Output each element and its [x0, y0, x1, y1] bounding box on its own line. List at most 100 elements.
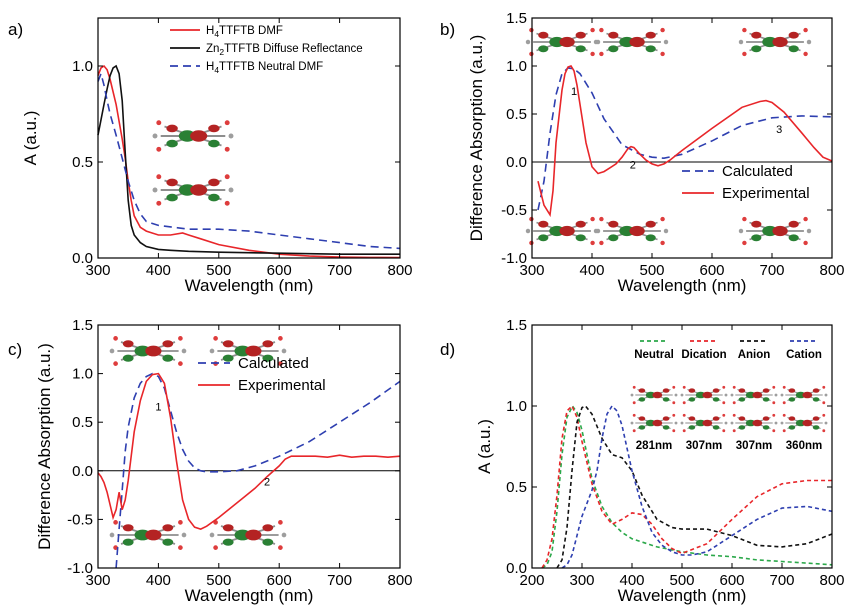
wavelength-label-4: 360nm: [786, 440, 822, 452]
legend-label-1: Calculated: [238, 355, 309, 372]
molecule-orbital-icon-1: [630, 385, 678, 405]
plot-frame: [97, 17, 401, 259]
peak-annotation-3: 3: [776, 124, 782, 136]
series-line-1: [541, 404, 833, 569]
molecule-orbital-icon-2: [209, 336, 287, 366]
molecule-orbital-icon-3: [738, 27, 812, 57]
y-tick-label: -0.5: [67, 511, 93, 528]
y-tick-label: 0.5: [506, 106, 527, 123]
x-tick-label: 400: [619, 572, 644, 589]
molecule-insets: [152, 120, 234, 206]
molecule-orbital-icon-1: [525, 27, 599, 57]
y-tick-label: -0.5: [501, 202, 527, 219]
x-tick-label: 800: [387, 262, 412, 279]
x-tick-label: 500: [669, 572, 694, 589]
molecule-orbital-icon-6: [738, 216, 812, 246]
legend-label-2: Experimental: [722, 185, 810, 202]
series-line-3: [556, 405, 833, 569]
x-tick-label: 500: [206, 572, 231, 589]
legend-label-2: Dication: [681, 349, 726, 361]
peak-annotation-2: 2: [264, 476, 270, 488]
x-tick-label: 800: [819, 262, 844, 279]
y-tick-label: 0.0: [506, 560, 527, 577]
chart-panel-4: d) 200 300 400 500 600 700 800 0.0 0.5 1.0 1.5 Wavel…: [440, 317, 845, 605]
x-tick-label: 500: [206, 262, 231, 279]
x-tick-label: 300: [85, 572, 110, 589]
molecule-insets: [109, 336, 287, 550]
y-axis-title: Difference Absorption (a.u.): [35, 343, 54, 550]
legend-label-3: H4TTFTB Neutral DMF: [206, 61, 323, 75]
y-tick-label: 1.5: [506, 10, 527, 27]
series-line-1: [97, 64, 401, 259]
legend: Neutral Dication Anion Cation 281nm 307nm 307n…: [634, 340, 822, 452]
series-line-2: [97, 372, 401, 530]
x-tick-label: 700: [769, 572, 794, 589]
x-axis-title: Wavelength (nm): [618, 586, 747, 605]
x-tick-label: 400: [146, 572, 171, 589]
panel-label: b): [440, 20, 455, 39]
y-tick-label: 0.0: [72, 463, 93, 480]
y-tick-label: 0.5: [72, 154, 93, 171]
molecule-orbital-icon-3: [109, 520, 187, 550]
y-tick-label: -1.0: [501, 250, 527, 267]
legend-label-3: Anion: [738, 349, 771, 361]
legend: H4TTFTB DMF Zn2TTFTB Diffuse Reflectance H…: [170, 25, 363, 75]
x-tick-label: 700: [327, 262, 352, 279]
molecule-orbital-icon-2: [595, 27, 669, 57]
legend-label-1: Calculated: [722, 163, 793, 180]
x-tick-label: 800: [387, 572, 412, 589]
molecule-orbital-icon-3: [680, 385, 728, 405]
x-tick-label: 600: [267, 572, 292, 589]
x-tick-label: 600: [699, 262, 724, 279]
y-tick-label: -1.0: [67, 560, 93, 577]
wavelength-label-1: 281nm: [636, 440, 672, 452]
series-line-2: [541, 404, 832, 569]
series-line-1: [537, 67, 833, 211]
y-tick-label: 1.5: [506, 317, 527, 334]
molecule-orbital-icon-2: [152, 174, 234, 206]
legend: Calculated Experimental: [682, 163, 810, 202]
y-tick-label: 1.5: [72, 317, 93, 334]
x-tick-label: 500: [639, 262, 664, 279]
x-axis-title: Wavelength (nm): [185, 586, 314, 605]
peak-annotation-1: 1: [571, 86, 577, 98]
panel-label: c): [8, 340, 22, 359]
x-tick-label: 600: [267, 262, 292, 279]
wavelength-label-3: 307nm: [736, 440, 772, 452]
legend-label-1: H4TTFTB DMF: [206, 25, 283, 39]
peak-annotation-2: 2: [630, 160, 636, 172]
y-axis-title: Difference Absorption (a.u.): [467, 35, 486, 242]
x-tick-label: 400: [146, 262, 171, 279]
legend: Calculated Experimental: [198, 355, 326, 394]
molecule-orbital-icon-5: [595, 216, 669, 246]
x-axis-title: Wavelength (nm): [618, 276, 747, 295]
panel-label: a): [8, 20, 23, 39]
plot-frame: [97, 324, 401, 569]
y-axis-title: A (a.u.): [21, 111, 40, 166]
series-line-3: [97, 71, 401, 250]
y-tick-label: 0.0: [506, 154, 527, 171]
series-line-2: [97, 64, 400, 255]
x-tick-label: 300: [519, 262, 544, 279]
series-line-2: [537, 65, 833, 218]
series-line-1: [115, 372, 401, 569]
x-tick-label: 200: [519, 572, 544, 589]
legend-label-2: Experimental: [238, 377, 326, 394]
chart-panel-2: b) 300 400 500 600 700 800 -1.0 -0.5 0.0 0.5 1.0 1.5…: [440, 10, 845, 295]
legend-label-4: Cation: [786, 349, 822, 361]
y-tick-label: 1.0: [72, 58, 93, 75]
y-tick-label: 0.5: [506, 479, 527, 496]
molecule-orbital-icon-1: [152, 120, 234, 152]
molecule-orbital-icon-4: [680, 413, 728, 433]
molecule-orbital-icon-8: [780, 413, 828, 433]
y-tick-label: 1.0: [506, 398, 527, 415]
chart-panel-3: c) 300 400 500 600 700 800 -1.0 -0.5 0.0 0.5 1.0 1.5…: [8, 317, 413, 605]
molecule-insets: [630, 385, 828, 433]
wavelength-label-2: 307nm: [686, 440, 722, 452]
chart-panel-1: a) 300 400 500 600 700 800 0.0 0.5 1.0 Wavelength …: [8, 17, 413, 295]
molecule-orbital-icon-6: [730, 413, 778, 433]
molecule-orbital-icon-4: [525, 216, 599, 246]
y-tick-label: 0.0: [72, 250, 93, 267]
y-axis-title: A (a.u.): [475, 419, 494, 474]
